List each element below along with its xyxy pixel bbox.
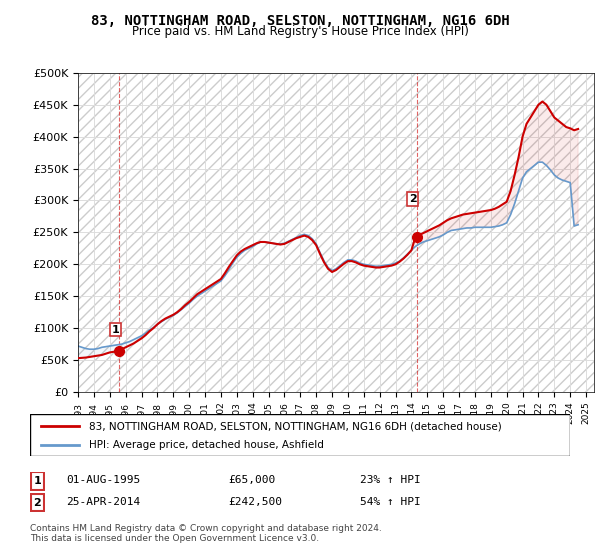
Text: 1: 1 [112, 325, 119, 335]
Text: £242,500: £242,500 [228, 497, 282, 507]
Text: Price paid vs. HM Land Registry's House Price Index (HPI): Price paid vs. HM Land Registry's House … [131, 25, 469, 38]
Text: 2: 2 [409, 194, 416, 204]
Text: 83, NOTTINGHAM ROAD, SELSTON, NOTTINGHAM, NG16 6DH (detached house): 83, NOTTINGHAM ROAD, SELSTON, NOTTINGHAM… [89, 421, 502, 431]
Text: HPI: Average price, detached house, Ashfield: HPI: Average price, detached house, Ashf… [89, 440, 324, 450]
Text: 2: 2 [34, 498, 41, 508]
Text: £65,000: £65,000 [228, 475, 275, 486]
Text: 83, NOTTINGHAM ROAD, SELSTON, NOTTINGHAM, NG16 6DH: 83, NOTTINGHAM ROAD, SELSTON, NOTTINGHAM… [91, 14, 509, 28]
Text: 54% ↑ HPI: 54% ↑ HPI [360, 497, 421, 507]
Text: 25-APR-2014: 25-APR-2014 [66, 497, 140, 507]
Text: 1: 1 [34, 476, 41, 486]
FancyBboxPatch shape [30, 414, 570, 456]
FancyBboxPatch shape [31, 473, 44, 489]
FancyBboxPatch shape [31, 494, 44, 511]
Text: Contains HM Land Registry data © Crown copyright and database right 2024.
This d: Contains HM Land Registry data © Crown c… [30, 524, 382, 543]
Text: 23% ↑ HPI: 23% ↑ HPI [360, 475, 421, 486]
Text: 01-AUG-1995: 01-AUG-1995 [66, 475, 140, 486]
